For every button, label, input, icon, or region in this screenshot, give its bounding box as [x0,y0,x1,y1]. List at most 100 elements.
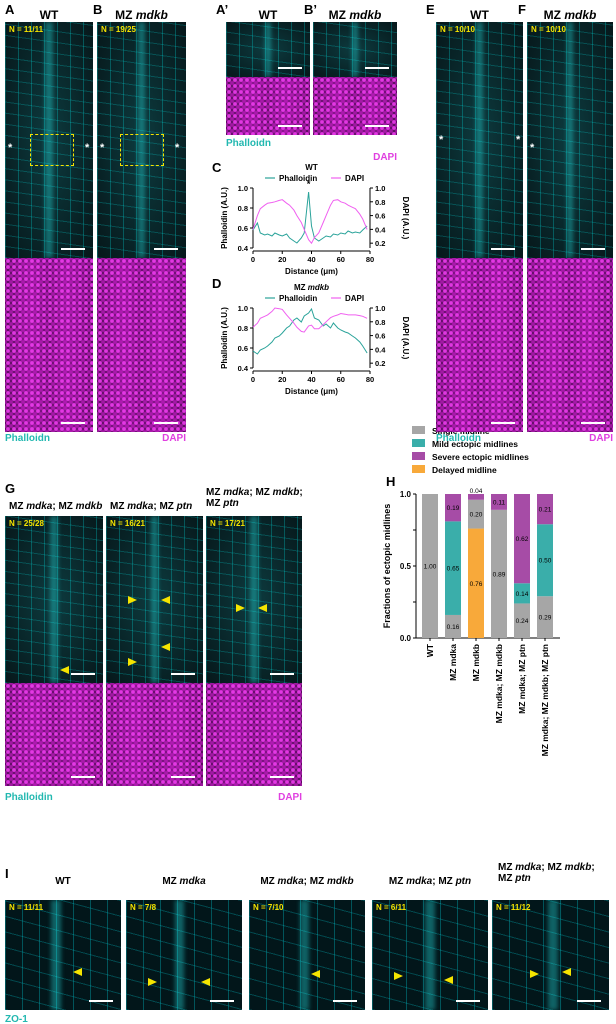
midline-signal [425,900,435,1010]
asterisk-marker: * [100,142,105,154]
bar-segment [537,494,553,525]
micrograph-a-phalloidin: N = 11/11 * * [5,22,93,258]
scale-bar [210,1000,234,1002]
roi-box [30,134,74,166]
scale-bar [278,125,302,127]
micrograph-b2-dapi [313,77,397,135]
chart-title: MZ mdkb [294,283,329,292]
panel-i-title: MZ mdka; MZ mdkb; MZ ptn [498,862,595,884]
panel-letter: B’ [304,2,317,17]
micrograph-g-dapi [206,683,302,786]
micrograph-e-dapi [436,258,523,432]
scale-bar [89,1000,113,1002]
bar-segment [468,499,484,529]
micrograph-a2-dapi [226,77,310,135]
y-tick-label: 0.0 [400,634,412,643]
panel-i-title: WT [55,876,71,887]
x-tick-label: MZ mdkb [471,644,481,681]
bar-segment [491,509,507,638]
bar-value-label: 0.62 [516,536,529,543]
series-line-phalloidin [252,307,368,355]
bar-segment [491,494,507,510]
midline-signal [51,900,61,1010]
legend-label: Mild ectopic midlines [432,439,518,449]
y2-tick-label: 0.4 [375,225,386,234]
micrograph-g-dapi [5,683,103,786]
arrowhead-marker [201,978,210,986]
n-count-label: N = 6/11 [376,903,407,912]
panel-letter: E [426,2,435,17]
bar-segment [445,494,461,522]
legend-label: Delayed midline [432,465,497,475]
scale-bar [278,67,302,69]
y-tick-label: 0.4 [238,364,249,373]
legend-swatch [412,426,425,434]
legend-label: Phalloidin [279,174,317,183]
bar-segment [445,614,461,638]
scale-bar [577,1000,601,1002]
y-tick-label: 1.0 [400,490,412,499]
midline-signal [300,900,310,1010]
midline-signal [137,22,146,258]
y-tick-label: 0.8 [238,324,248,333]
scale-bar [491,248,515,250]
arrowhead-marker [148,978,157,986]
x-tick-label: WT [425,643,435,657]
midline-signal [476,22,483,258]
micrograph-g-phalloidin: N = 16/21 [106,516,203,683]
x-tick-label: 60 [337,375,345,384]
n-count-label: N = 7/10 [253,903,284,912]
x-tick-label: 80 [366,375,374,384]
x-axis-label: Distance (μm) [285,267,338,276]
bar-value-label: 0.50 [539,558,552,565]
scale-bar [270,776,294,778]
scale-bar [581,248,605,250]
x-tick-label: MZ mdka [448,644,458,681]
midline-signal [264,22,272,77]
asterisk-marker: * [439,134,444,146]
n-count-label: N = 17/21 [210,519,245,528]
x-tick-label: 40 [307,255,315,264]
legend-swatch [412,452,425,460]
midline-signal [174,900,184,1010]
bar-segment [514,603,530,638]
n-count-label: N = 16/21 [110,519,145,528]
chart-h-ectopic-midline-fractions: Single midlineMild ectopic midlinesSever… [382,426,560,756]
x-tick-label: MZ mdka; MZ ptn [517,644,527,714]
micrograph-g-phalloidin: N = 25/28 [5,516,103,683]
series-line-phalloidin [252,191,368,244]
y2-tick-label: 0.8 [375,318,385,327]
y2-tick-label: 1.0 [375,304,385,313]
scale-bar [61,248,85,250]
legend-label: DAPI [345,294,364,303]
panel-i-title: MZ mdka; MZ mdkb [260,876,354,887]
micrograph-g-phalloidin: N = 17/21 [206,516,302,683]
n-count-label: N = 11/11 [9,25,44,34]
bar-value-label: 0.20 [470,512,483,519]
stain-label-dapi-ab: DAPI [162,433,186,444]
asterisk-marker: * [175,142,180,154]
chart-c-line-profile-wt: WT Phalloidin DAPI 0 20 40 60 80 0.4 0.6 0.8 1.0 0.2… [220,163,410,276]
legend-label: Phalloidin [279,294,317,303]
n-count-label: N = 11/12 [496,903,531,912]
asterisk-marker: * [516,134,521,146]
arrowhead-marker [258,604,267,612]
bar-segment [514,494,530,584]
scale-bar [171,673,195,675]
scale-bar [61,422,85,424]
scale-bar [581,422,605,424]
micrograph-i-zo1: N = 7/8 [126,900,242,1010]
scale-bar [71,776,95,778]
legend-label: Severe ectopic midlines [432,452,529,462]
midline-signal [50,516,58,683]
bar-value-label: 0.16 [447,624,460,631]
x-tick-label: 20 [278,375,286,384]
micrograph-g-dapi [106,683,203,786]
scale-bar [333,1000,357,1002]
micrograph-a2-phalloidin [226,22,310,77]
bar-segment [537,524,553,597]
micrograph-f-dapi [527,258,613,432]
x-tick-label: 20 [278,255,286,264]
chart-title: WT [305,163,318,172]
